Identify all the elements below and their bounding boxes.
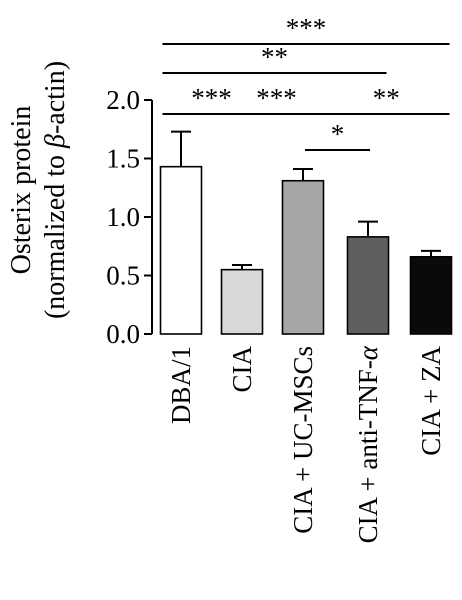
bar [281, 179, 325, 335]
significance-label: ** [373, 83, 400, 113]
y-tick-label: 1.0 [106, 202, 140, 232]
bar [409, 255, 453, 335]
x-category-label: DBA/1 [166, 346, 196, 424]
x-category-label: CIA [227, 346, 257, 393]
y-axis-label-beta: β [40, 134, 71, 149]
x-category-label: CIA + anti-TNF-α [353, 345, 383, 543]
y-tick-label: 0.0 [106, 319, 140, 349]
y-axis-label: Osterix protein (normalized to β-actin) [6, 61, 71, 319]
significance-label: ** [261, 42, 288, 72]
x-category-label: CIA + ZA [416, 346, 446, 456]
bar [220, 268, 264, 335]
y-axis-label-line2: (normalized to β-actin) [40, 61, 71, 319]
significance-label: *** [286, 13, 327, 43]
x-category-label: CIA + UC-MSCs [288, 346, 318, 534]
y-tick-label: 1.5 [106, 144, 140, 174]
y-tick-label: 2.0 [106, 85, 140, 115]
y-axis-label-line1: Osterix protein [6, 106, 37, 275]
significance-label: *** [256, 83, 297, 113]
significance-label: * [331, 119, 345, 149]
bar [159, 165, 203, 335]
y-axis-label-prefix: (normalized to [40, 148, 71, 319]
y-axis-label-suffix: -actin) [40, 61, 71, 134]
significance-label: *** [191, 83, 232, 113]
bar [346, 236, 390, 335]
y-tick-label: 0.5 [106, 261, 140, 291]
